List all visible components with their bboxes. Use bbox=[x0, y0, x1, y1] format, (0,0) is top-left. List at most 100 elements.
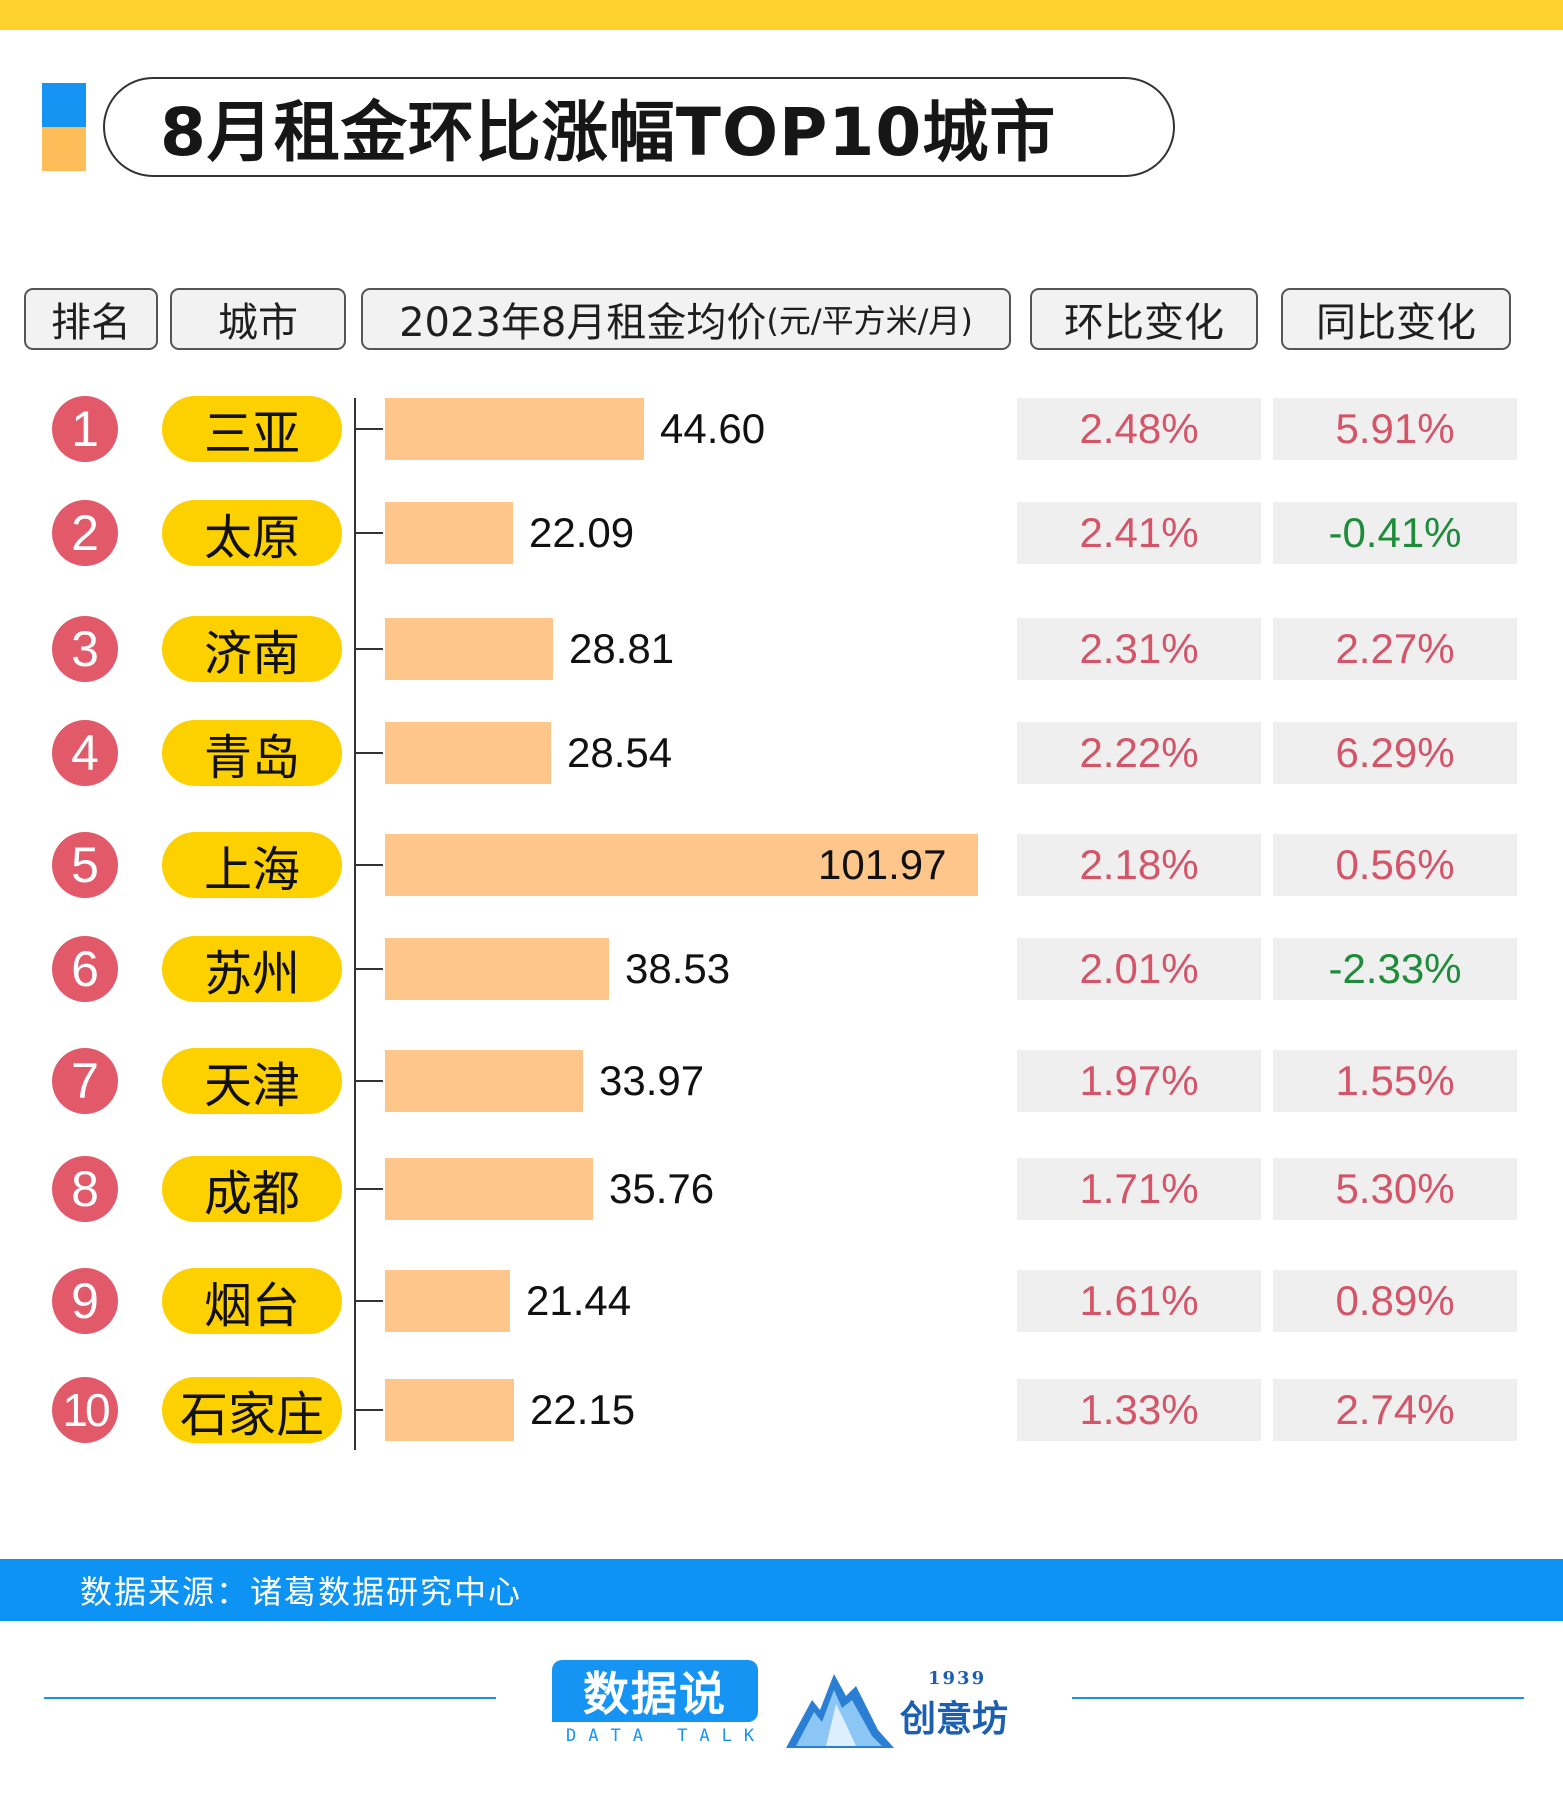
top-accent-bar bbox=[0, 0, 1563, 30]
mom-change-cell: 2.01% bbox=[1017, 938, 1261, 1000]
rank-badge: 7 bbox=[52, 1048, 118, 1114]
table-row: 7 天津 33.97 1.97% 1.55% bbox=[0, 1048, 1563, 1114]
axis-tick bbox=[356, 1300, 383, 1302]
bar-value-label: 101.97 bbox=[818, 841, 947, 888]
bar bbox=[385, 1379, 514, 1441]
rank-badge: 1 bbox=[52, 396, 118, 462]
source-bar: 数据来源：诸葛数据研究中心 bbox=[0, 1559, 1563, 1621]
city-label: 上海 bbox=[162, 832, 342, 898]
header-yoy: 同比变化 bbox=[1281, 288, 1511, 350]
mom-change-cell: 1.33% bbox=[1017, 1379, 1261, 1441]
rank-badge: 2 bbox=[52, 500, 118, 566]
chuangyifang-logo: 1939 创意坊 bbox=[782, 1660, 1012, 1755]
mountain-icon bbox=[786, 1674, 894, 1748]
bar-value-label: 22.09 bbox=[529, 509, 635, 556]
table-row: 4 青岛 28.54 2.22% 6.29% bbox=[0, 720, 1563, 786]
table-row: 1 三亚 44.60 2.48% 5.91% bbox=[0, 396, 1563, 462]
chuangyifang-name: 创意坊 bbox=[900, 1698, 1009, 1740]
mom-change-cell: 1.61% bbox=[1017, 1270, 1261, 1332]
city-label: 烟台 bbox=[162, 1268, 342, 1334]
header-city: 城市 bbox=[170, 288, 346, 350]
bar bbox=[385, 398, 644, 460]
yoy-change-cell: 6.29% bbox=[1273, 722, 1517, 784]
rank-badge: 6 bbox=[52, 936, 118, 1002]
bar bbox=[385, 938, 609, 1000]
bar-value-label: 28.54 bbox=[567, 729, 673, 776]
datatalk-logo-subtitle: DATA TALK bbox=[566, 1726, 767, 1746]
bar bbox=[385, 834, 978, 896]
bar bbox=[385, 618, 553, 680]
rank-badge: 4 bbox=[52, 720, 118, 786]
header-price-main: 2023年8月租金均价 bbox=[399, 300, 767, 346]
bar-value-label: 44.60 bbox=[660, 405, 766, 452]
bar bbox=[385, 1050, 583, 1112]
bar-value-label: 21.44 bbox=[526, 1277, 632, 1324]
title-marker bbox=[42, 83, 86, 171]
header-rank: 排名 bbox=[24, 288, 158, 350]
bar-value-label: 35.76 bbox=[609, 1165, 715, 1212]
city-label: 成都 bbox=[162, 1156, 342, 1222]
bar-value-label: 38.53 bbox=[625, 945, 731, 992]
rank-badge: 5 bbox=[52, 832, 118, 898]
yoy-change-cell: 5.91% bbox=[1273, 398, 1517, 460]
axis-tick bbox=[356, 428, 383, 430]
mom-change-cell: 2.22% bbox=[1017, 722, 1261, 784]
source-text: 数据来源：诸葛数据研究中心 bbox=[80, 1573, 523, 1611]
datatalk-logo-plate: 数据说 bbox=[552, 1660, 758, 1722]
table-row: 10 石家庄 22.15 1.33% 2.74% bbox=[0, 1377, 1563, 1443]
bar bbox=[385, 502, 513, 564]
mom-change-cell: 2.48% bbox=[1017, 398, 1261, 460]
yoy-change-cell: 2.27% bbox=[1273, 618, 1517, 680]
city-label: 苏州 bbox=[162, 936, 342, 1002]
bar-value-label: 33.97 bbox=[599, 1057, 705, 1104]
axis-tick bbox=[356, 752, 383, 754]
mom-change-cell: 1.97% bbox=[1017, 1050, 1261, 1112]
axis-tick bbox=[356, 648, 383, 650]
city-label: 青岛 bbox=[162, 720, 342, 786]
table-row: 8 成都 35.76 1.71% 5.30% bbox=[0, 1156, 1563, 1222]
mom-change-cell: 2.18% bbox=[1017, 834, 1261, 896]
city-label: 三亚 bbox=[162, 396, 342, 462]
yoy-change-cell: -0.41% bbox=[1273, 502, 1517, 564]
rank-badge: 9 bbox=[52, 1268, 118, 1334]
table-row: 2 太原 22.09 2.41% -0.41% bbox=[0, 500, 1563, 566]
axis-tick bbox=[356, 864, 383, 866]
bar bbox=[385, 1270, 510, 1332]
bar-value-label: 22.15 bbox=[530, 1386, 636, 1433]
bar-value-label: 28.81 bbox=[569, 625, 675, 672]
axis-tick bbox=[356, 968, 383, 970]
footer-line-left bbox=[44, 1697, 496, 1699]
rank-badge: 8 bbox=[52, 1156, 118, 1222]
rank-badge: 10 bbox=[52, 1377, 118, 1443]
chart-title-box: 8月租金环比涨幅TOP10城市 bbox=[103, 77, 1175, 177]
bar bbox=[385, 1158, 593, 1220]
yoy-change-cell: 0.56% bbox=[1273, 834, 1517, 896]
table-row: 6 苏州 38.53 2.01% -2.33% bbox=[0, 936, 1563, 1002]
yoy-change-cell: 0.89% bbox=[1273, 1270, 1517, 1332]
axis-tick bbox=[356, 1409, 383, 1411]
mom-change-cell: 2.31% bbox=[1017, 618, 1261, 680]
yoy-change-cell: 5.30% bbox=[1273, 1158, 1517, 1220]
rank-badge: 3 bbox=[52, 616, 118, 682]
axis-tick bbox=[356, 532, 383, 534]
bar bbox=[385, 722, 551, 784]
header-price: 2023年8月租金均价 (元/平方米/月) bbox=[361, 288, 1011, 350]
footer-line-right bbox=[1072, 1697, 1524, 1699]
chuangyifang-year: 1939 bbox=[928, 1668, 987, 1689]
table-row: 9 烟台 21.44 1.61% 0.89% bbox=[0, 1268, 1563, 1334]
mom-change-cell: 1.71% bbox=[1017, 1158, 1261, 1220]
axis-tick bbox=[356, 1188, 383, 1190]
table-row: 3 济南 28.81 2.31% 2.27% bbox=[0, 616, 1563, 682]
axis-tick bbox=[356, 1080, 383, 1082]
city-label: 天津 bbox=[162, 1048, 342, 1114]
city-label: 济南 bbox=[162, 616, 342, 682]
mom-change-cell: 2.41% bbox=[1017, 502, 1261, 564]
yoy-change-cell: 1.55% bbox=[1273, 1050, 1517, 1112]
city-label: 太原 bbox=[162, 500, 342, 566]
yoy-change-cell: 2.74% bbox=[1273, 1379, 1517, 1441]
yoy-change-cell: -2.33% bbox=[1273, 938, 1517, 1000]
datatalk-logo: 数据说 DATA TALK bbox=[552, 1660, 758, 1746]
table-row: 5 上海 101.97 2.18% 0.56% bbox=[0, 832, 1563, 898]
city-label: 石家庄 bbox=[162, 1377, 342, 1443]
header-mom: 环比变化 bbox=[1030, 288, 1258, 350]
